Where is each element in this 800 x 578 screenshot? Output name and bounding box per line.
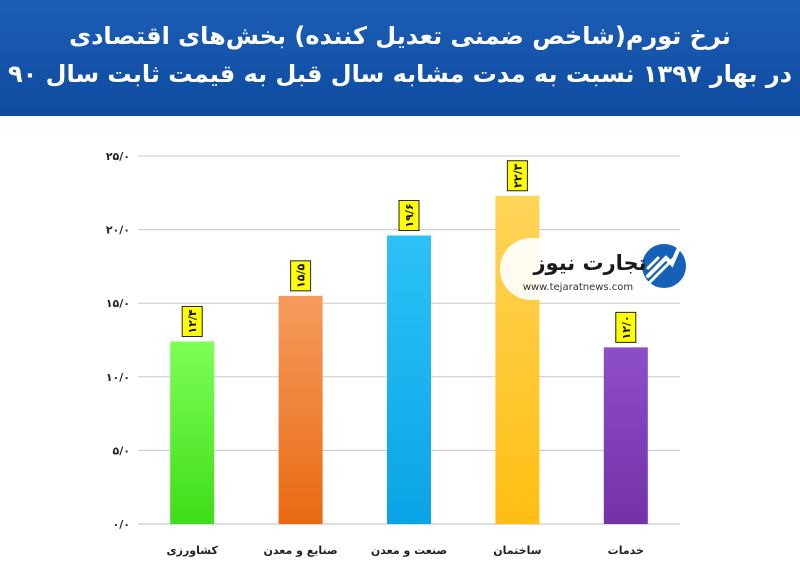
data-label: ۱۲/۴ <box>186 309 199 333</box>
data-label: ۱۹/۶ <box>403 203 416 227</box>
x-tick-label: کشاورزی <box>167 544 219 557</box>
y-tick-label: ۲۰/۰ <box>106 224 130 237</box>
x-tick-label: خدمات <box>608 544 644 557</box>
y-tick-label: ۰/۰ <box>113 518 130 531</box>
x-tick-label: ساختمان <box>493 544 541 557</box>
chart-title-line-2: در بهار ۱۳۹۷ نسبت به مدت مشابه سال قبل ب… <box>7 60 793 88</box>
logo-url-text: www.tejaratnews.com <box>523 282 633 293</box>
chart-header: نرخ تورم(شاخص ضمنی تعدیل کننده) بخش‌های … <box>0 0 800 116</box>
logo-brand-text: تجارت نیوز <box>532 251 646 275</box>
bar <box>387 235 431 524</box>
y-tick-label: ۱۵/۰ <box>106 297 130 310</box>
tejaratnews-logo: تجارت نیوز www.tejaratnews.com <box>498 236 698 302</box>
x-tick-label: صنعت و معدن <box>371 544 447 557</box>
data-label: ۱۵/۵ <box>295 263 308 287</box>
data-label-box <box>290 260 312 292</box>
chart-title-line-1: نرخ تورم(شاخص ضمنی تعدیل کننده) بخش‌های … <box>69 22 731 50</box>
data-label-box <box>181 305 203 337</box>
y-tick-label: ۲۵/۰ <box>106 150 130 163</box>
bar <box>170 341 215 524</box>
data-label: ۲۲/۳ <box>511 163 524 187</box>
data-label-box <box>506 160 528 192</box>
y-tick-label: ۵/۰ <box>113 444 130 457</box>
data-label-box <box>615 311 637 343</box>
bar <box>603 347 648 524</box>
data-label-box <box>398 199 420 231</box>
bar-chart: ۰/۰ ۵/۰ ۱۰/۰ ۱۵/۰ ۲۰/۰ ۲۵/۰ ۱۲/۴ کشاورزی ۱۵/۵ صن… <box>106 150 680 557</box>
logo-mark-icon <box>642 244 686 288</box>
data-label: ۱۲/۰ <box>620 315 633 339</box>
bar <box>278 295 323 524</box>
chart-area: ۰/۰ ۵/۰ ۱۰/۰ ۱۵/۰ ۲۰/۰ ۲۵/۰ ۱۲/۴ کشاورزی ۱۵/۵ صن… <box>0 116 800 574</box>
y-tick-label: ۱۰/۰ <box>106 371 130 384</box>
x-tick-label: صنایع و معدن <box>264 544 338 557</box>
